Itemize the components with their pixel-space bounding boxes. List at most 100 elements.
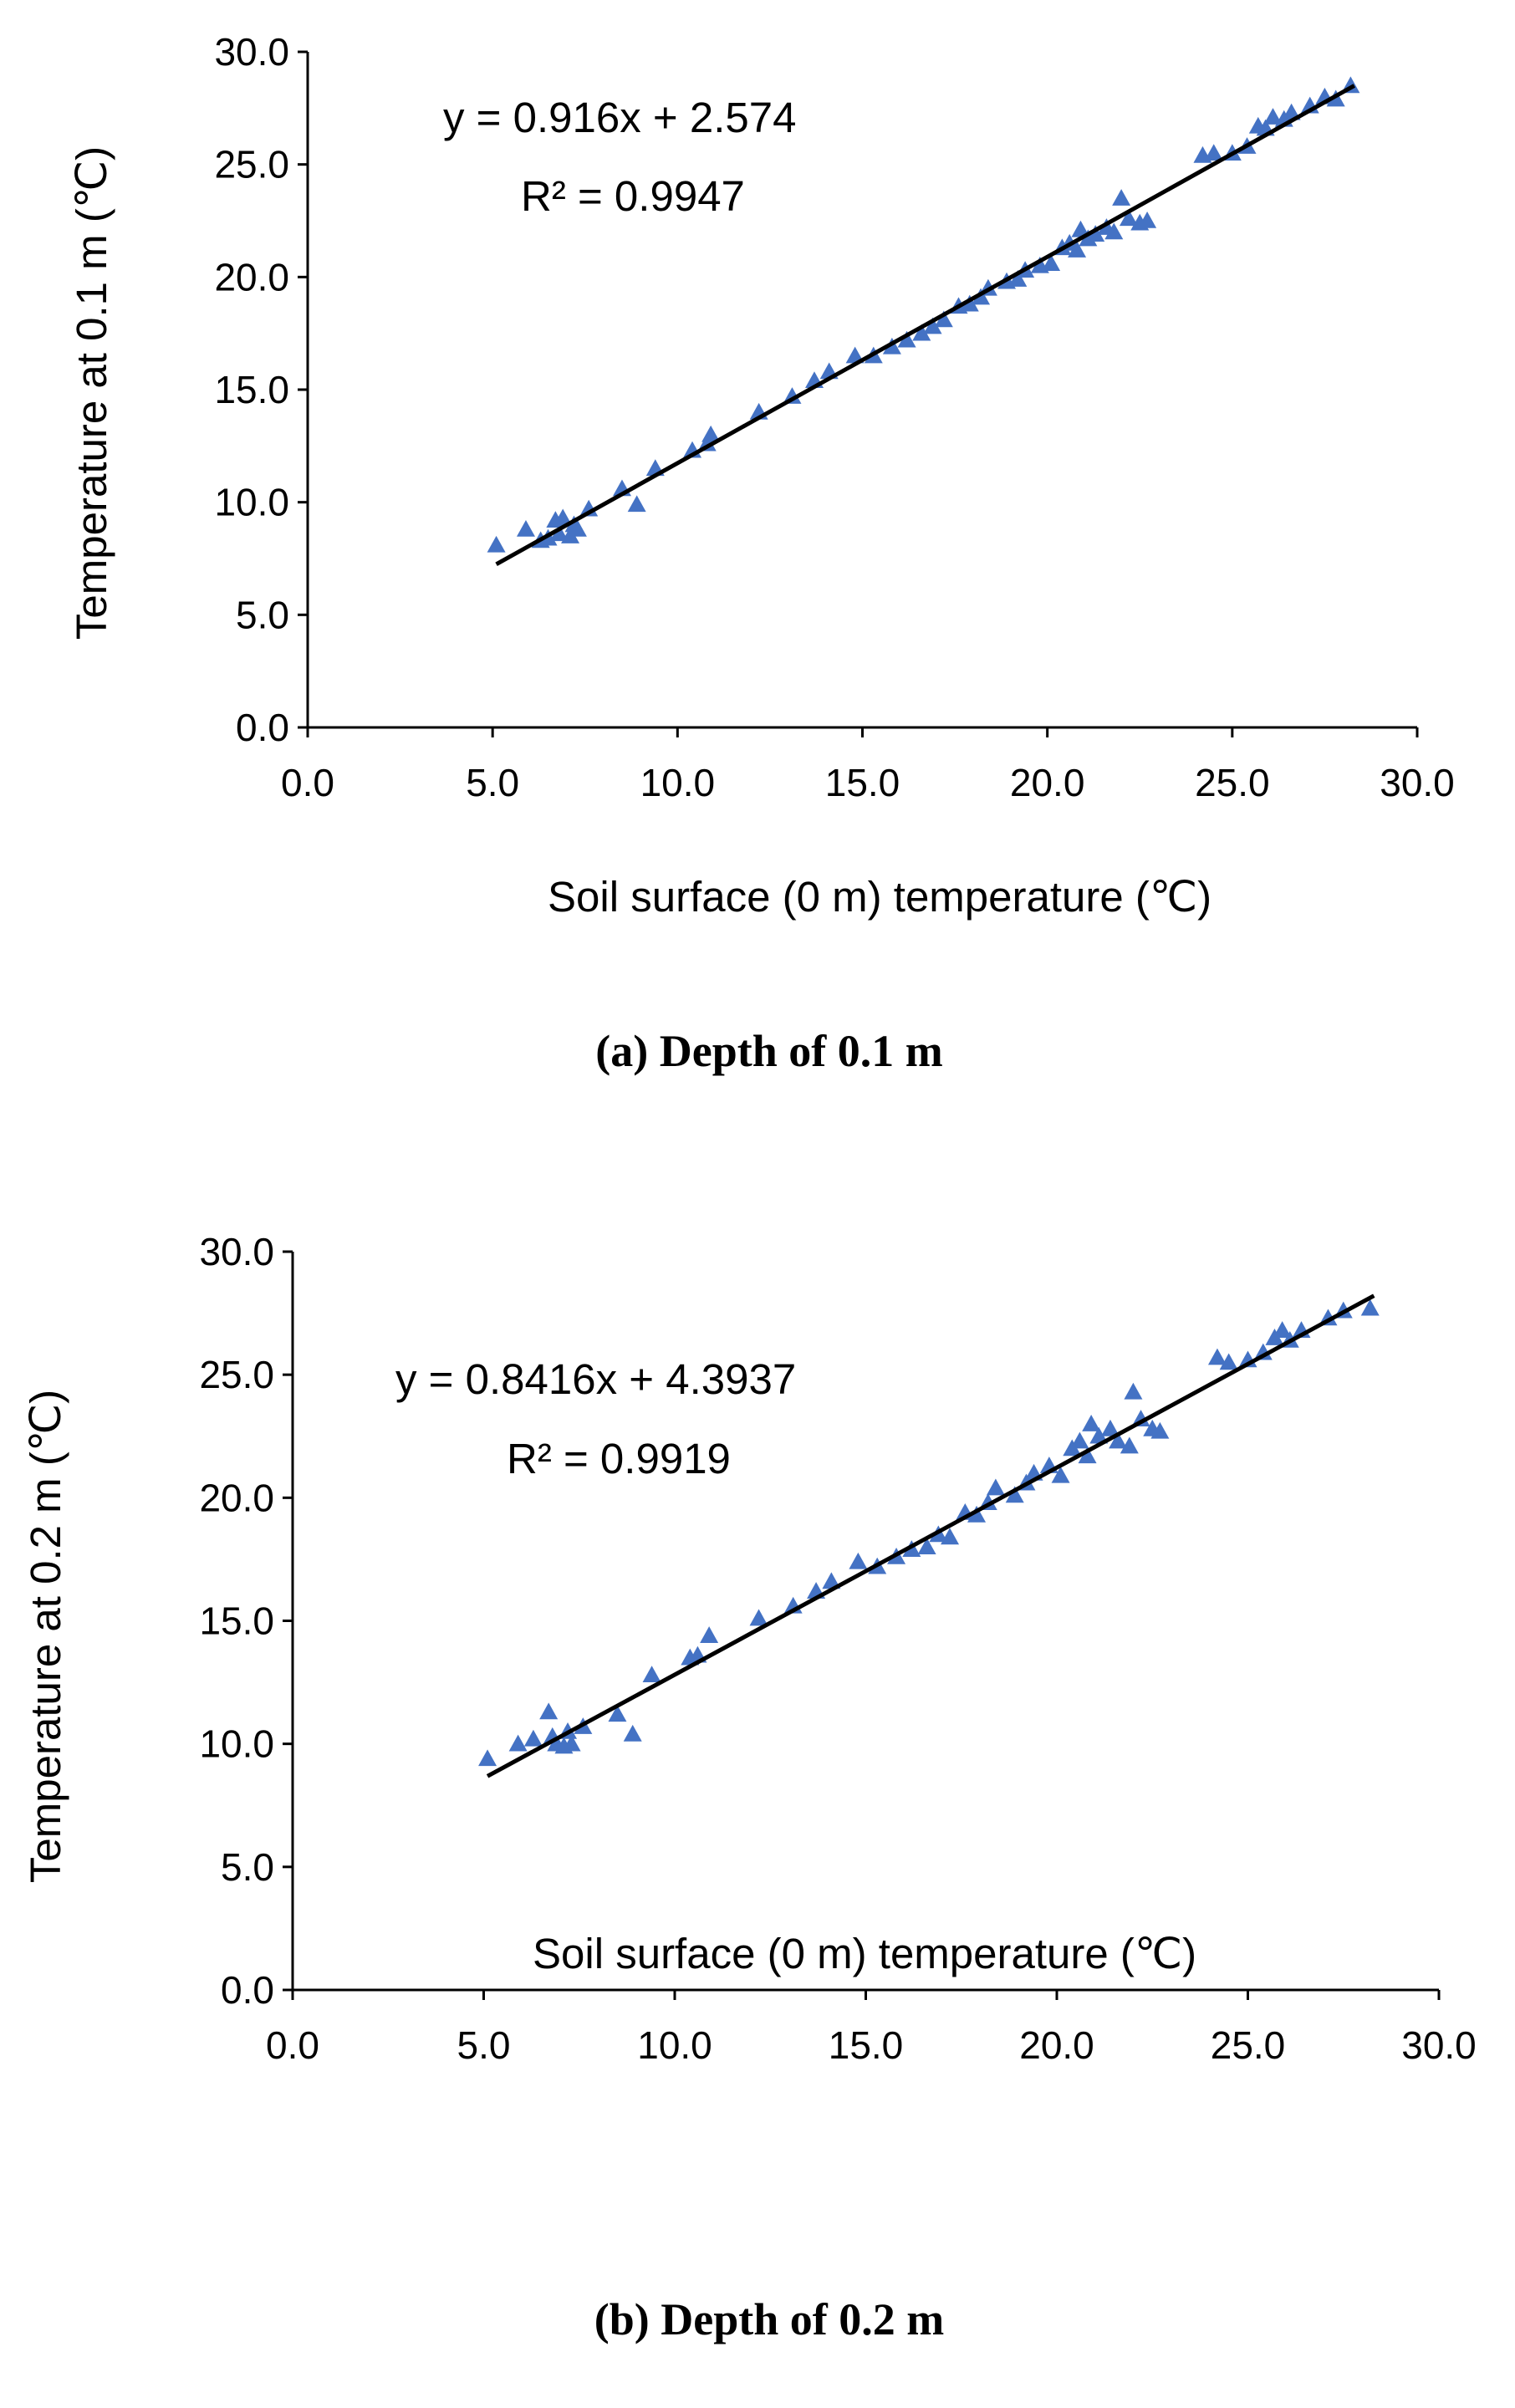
panel-a-x-tick-label: 10.0 xyxy=(640,761,716,804)
panel-a-y-tick-label: 5.0 xyxy=(236,593,289,636)
panel-a: 0.0 5.0 10.0 15.0 20.0 25.0 30.0 0.0 5.0 10.0 15.… xyxy=(68,30,1455,1076)
panel-b-x-tick-label: 25.0 xyxy=(1211,2023,1286,2067)
panel-b-y-tick-label: 10.0 xyxy=(199,1722,274,1766)
panel-b-data-point xyxy=(1150,1421,1170,1439)
panel-a-x-tick-label: 15.0 xyxy=(825,761,900,804)
panel-a-x-tick-label: 25.0 xyxy=(1195,761,1270,804)
panel-a-markers xyxy=(487,76,1360,553)
panel-b-data-point xyxy=(1360,1298,1380,1316)
panel-b-data-point xyxy=(917,1538,936,1554)
panel-b-data-point xyxy=(941,1528,960,1545)
panel-a-x-tick-label: 30.0 xyxy=(1380,761,1455,804)
panel-a-data-point xyxy=(1138,212,1157,228)
panel-b-r-squared: R² = 0.9919 xyxy=(507,1435,731,1482)
panel-a-data-point xyxy=(897,330,916,348)
panel-a-data-point xyxy=(1119,209,1138,227)
panel-b-data-point xyxy=(562,1734,581,1752)
panel-b-data-point xyxy=(1070,1431,1089,1449)
panel-b-data-point xyxy=(478,1749,497,1767)
panel-b-data-point xyxy=(1120,1436,1139,1454)
panel-b-x-tick-label: 5.0 xyxy=(457,2023,511,2067)
panel-a-data-point xyxy=(1068,241,1087,258)
panel-b-data-point xyxy=(1005,1486,1024,1503)
panel-b-x-tick-label: 15.0 xyxy=(829,2023,904,2067)
panel-b-data-point xyxy=(822,1572,841,1589)
panel-b-data-point xyxy=(1082,1415,1101,1431)
panel-a-y-axis-title: Temperature at 0.1 m (℃) xyxy=(68,146,115,640)
panel-a-data-point xyxy=(553,508,573,526)
panel-a-data-point xyxy=(912,324,931,341)
panel-a-data-point xyxy=(960,294,979,312)
panel-b-data-point xyxy=(508,1734,528,1752)
panel-b-x-axis-title: Soil surface (0 m) temperature (℃) xyxy=(533,1930,1196,1977)
panel-a-y-tick-label: 20.0 xyxy=(214,255,289,298)
panel-b-y-tick-label: 0.0 xyxy=(221,1968,274,2012)
panel-a-data-point xyxy=(923,317,942,334)
panel-b-y-tick-label: 5.0 xyxy=(221,1845,274,1889)
panel-a-data-point xyxy=(627,495,646,513)
panel-b-data-point xyxy=(986,1478,1005,1496)
panel-b-data-point xyxy=(1089,1426,1109,1444)
panel-b-y-ticks: 0.0 5.0 10.0 15.0 20.0 25.0 30.0 xyxy=(199,1230,293,2012)
panel-b-x-tick-label: 20.0 xyxy=(1019,2023,1094,2067)
panel-a-x-tick-label: 5.0 xyxy=(466,761,519,804)
panel-b-x-tick-label: 10.0 xyxy=(637,2023,712,2067)
panel-b-data-point xyxy=(1207,1348,1227,1365)
panel-b-y-axis-title: Temperature at 0.2 m (℃) xyxy=(22,1390,69,1883)
panel-a-y-tick-label: 15.0 xyxy=(214,368,289,411)
panel-b-y-tick-label: 20.0 xyxy=(199,1476,274,1519)
panel-a-x-tick-label: 20.0 xyxy=(1010,761,1085,804)
panel-b-data-point xyxy=(1124,1382,1143,1400)
panel-a-y-tick-label: 25.0 xyxy=(214,143,289,186)
panel-b-data-point xyxy=(849,1552,868,1569)
panel-b-data-point xyxy=(1051,1466,1070,1483)
panel-a-data-point xyxy=(1008,270,1028,287)
panel-a-data-point xyxy=(516,519,535,537)
panel-b-data-point xyxy=(1253,1343,1273,1360)
panel-a-x-tick-label: 0.0 xyxy=(281,761,334,804)
panel-b-data-point xyxy=(523,1729,543,1747)
panel-a-data-point xyxy=(1086,225,1105,242)
panel-a-y-tick-label: 30.0 xyxy=(214,30,289,74)
panel-b-data-point xyxy=(623,1724,642,1742)
panel-b-data-point xyxy=(608,1705,627,1722)
panel-a-data-point xyxy=(701,425,721,442)
panel-a-data-point xyxy=(1071,220,1090,237)
panel-b-markers xyxy=(478,1298,1380,1767)
panel-b-y-tick-label: 30.0 xyxy=(199,1230,274,1273)
panel-b-data-point xyxy=(749,1609,768,1626)
panel-b-y-tick-label: 15.0 xyxy=(199,1599,274,1643)
panel-b-x-ticks: 0.0 5.0 10.0 15.0 20.0 25.0 30.0 xyxy=(266,1990,1477,2067)
panel-a-data-point xyxy=(1104,222,1124,240)
panel-b-data-point xyxy=(539,1702,559,1720)
panel-b-x-tick-label: 30.0 xyxy=(1401,2023,1477,2067)
panel-a-data-point xyxy=(1079,229,1098,247)
panel-b-equation: y = 0.8416x + 4.3937 xyxy=(395,1355,796,1403)
panel-b-y-tick-label: 25.0 xyxy=(199,1353,274,1396)
panel-a-y-tick-label: 10.0 xyxy=(214,481,289,524)
panel-b-data-point xyxy=(700,1626,719,1643)
panel-a-data-point xyxy=(1112,189,1131,206)
panel-a-x-axis-title: Soil surface (0 m) temperature (℃) xyxy=(548,873,1211,921)
panel-a-r-squared: R² = 0.9947 xyxy=(521,172,745,220)
panel-a-data-point xyxy=(934,310,953,328)
panel-a-y-tick-label: 0.0 xyxy=(236,706,289,749)
panel-b-data-point xyxy=(1273,1321,1292,1338)
panel-b-data-point xyxy=(967,1505,987,1523)
panel-b-data-point xyxy=(642,1666,661,1683)
panel-a-equation: y = 0.916x + 2.574 xyxy=(443,94,797,141)
panel-a-data-point xyxy=(549,524,569,542)
panel-a-x-ticks: 0.0 5.0 10.0 15.0 20.0 25.0 30.0 xyxy=(281,727,1455,804)
panel-b-data-point xyxy=(1100,1419,1120,1436)
panel-a-data-point xyxy=(1042,254,1061,271)
panel-b-data-point xyxy=(1109,1431,1128,1449)
panel-a-data-point xyxy=(845,346,865,364)
panel-b-data-point xyxy=(1219,1353,1238,1370)
panel-a-data-point xyxy=(568,519,587,537)
panel-b-x-tick-label: 0.0 xyxy=(266,2023,319,2067)
panel-a-data-point xyxy=(1204,144,1223,161)
panel-a-trendline xyxy=(495,84,1356,567)
panel-b-data-point xyxy=(1078,1446,1097,1464)
panel-a-caption: (a) Depth of 0.1 m xyxy=(595,1026,942,1076)
